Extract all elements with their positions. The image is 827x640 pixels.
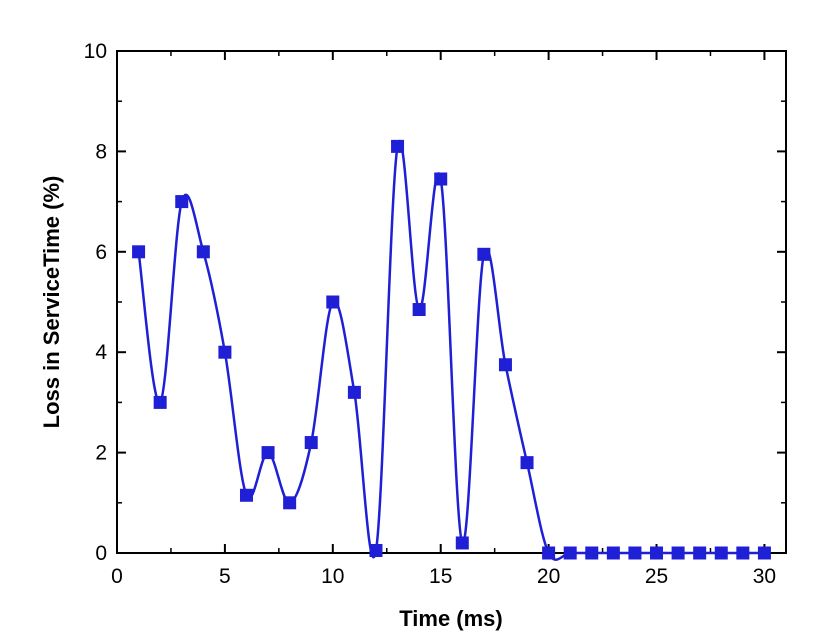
data-point-marker <box>261 446 275 460</box>
data-point-marker <box>175 195 189 209</box>
y-tick-label: 0 <box>95 542 107 565</box>
data-point-marker <box>347 385 361 399</box>
plot-frame <box>116 50 787 554</box>
data-point-marker <box>283 496 297 510</box>
x-tick-label: 20 <box>537 565 560 588</box>
data-point-marker <box>520 456 534 470</box>
data-point-marker <box>736 546 750 560</box>
data-point-marker <box>542 546 556 560</box>
series-line <box>137 140 765 561</box>
data-point-marker <box>563 546 577 560</box>
data-point-marker <box>369 543 383 557</box>
x-axis-title: Time (ms) <box>399 606 503 631</box>
y-tick-label: 8 <box>95 140 107 163</box>
data-point-marker <box>671 546 685 560</box>
x-tick-label: 25 <box>645 565 668 588</box>
data-point-marker <box>412 303 426 317</box>
data-point-marker <box>585 546 599 560</box>
data-point-marker <box>434 172 448 186</box>
data-point-marker <box>326 295 340 309</box>
data-point-marker <box>477 247 491 261</box>
data-point-marker <box>239 488 253 502</box>
data-point-marker <box>628 546 642 560</box>
y-axis-title: Loss in ServiceTime (%) <box>39 176 64 429</box>
data-point-marker <box>391 139 405 153</box>
x-tick-label: 0 <box>111 565 123 588</box>
data-point-marker <box>693 546 707 560</box>
data-point-marker <box>757 546 771 560</box>
data-point-marker <box>304 436 318 450</box>
y-tick-label: 4 <box>95 341 107 364</box>
data-point-marker <box>606 546 620 560</box>
x-tick-label: 10 <box>321 565 344 588</box>
data-point-marker <box>153 395 167 409</box>
x-axis: 0 5 10 15 20 25 30 <box>111 51 776 588</box>
y-tick-label: 6 <box>95 241 107 264</box>
data-point-marker <box>132 245 146 259</box>
data-point-marker <box>650 546 664 560</box>
y-tick-label: 2 <box>95 442 107 465</box>
series-markers <box>132 139 771 560</box>
y-axis: 0 2 4 6 8 10 <box>84 40 786 565</box>
x-tick-label: 30 <box>753 565 776 588</box>
y-tick-label: 10 <box>84 40 107 63</box>
data-point-marker <box>196 245 210 259</box>
x-tick-label: 15 <box>429 565 452 588</box>
data-point-marker <box>218 345 232 359</box>
data-point-marker <box>455 536 469 550</box>
data-point-marker <box>714 546 728 560</box>
data-point-marker <box>498 358 512 372</box>
x-tick-label: 5 <box>219 565 231 588</box>
